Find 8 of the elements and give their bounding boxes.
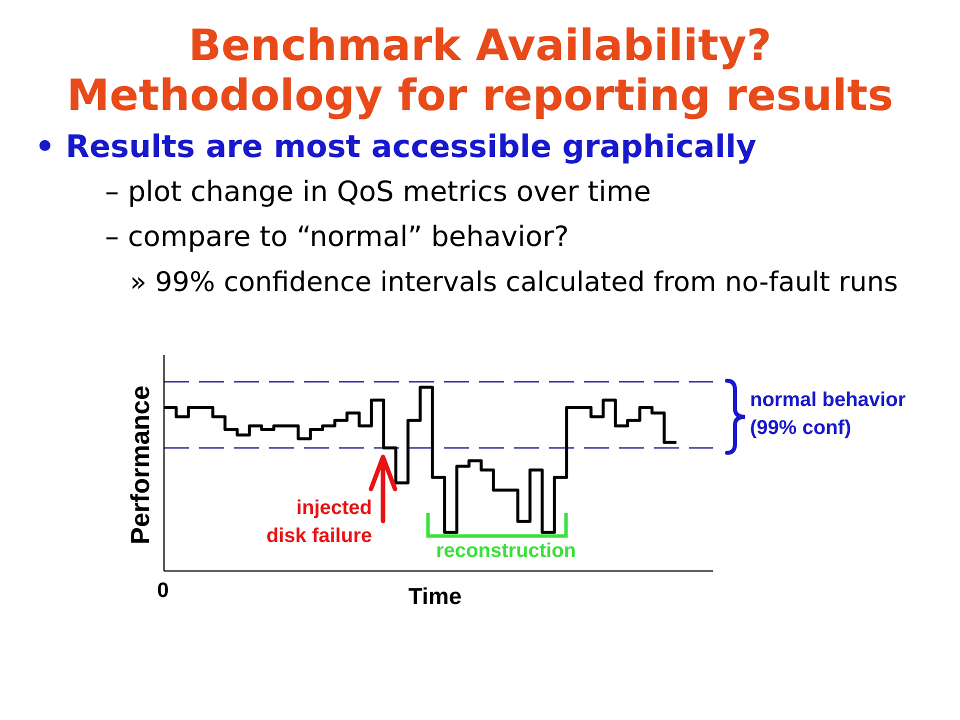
chart-title: Benchmark Availability? Methodology for reporting results xyxy=(66,21,894,121)
text: 0 xyxy=(157,579,169,602)
chart-subtitle: • Results are most accessible graphically – plot change in QoS metrics over time – compare to “normal” behavior? » 99% confidence intervals calculated from no-fault runs xyxy=(35,129,898,298)
annotation: injected disk failure xyxy=(266,497,372,547)
ref-line-label: normal behavior (99% conf) xyxy=(750,388,906,439)
annotation: reconstruction xyxy=(436,540,576,562)
y-axis-title: Performance xyxy=(125,386,155,544)
x-axis-title: Time xyxy=(408,583,462,609)
